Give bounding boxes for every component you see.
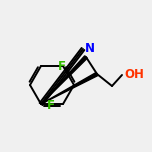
Polygon shape	[41, 56, 87, 104]
Text: F: F	[58, 60, 66, 73]
Polygon shape	[41, 73, 98, 104]
Text: N: N	[85, 41, 95, 55]
Text: F: F	[47, 98, 55, 112]
Text: OH: OH	[124, 69, 144, 81]
